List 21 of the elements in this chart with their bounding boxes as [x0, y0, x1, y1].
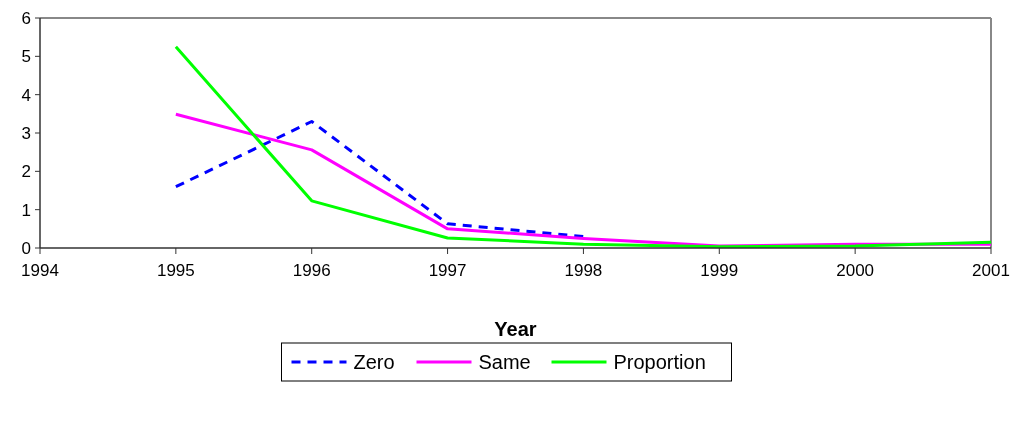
x-tick-label: 1998: [564, 261, 603, 280]
legend-label: Proportion: [613, 351, 706, 373]
x-tick-label: 1997: [428, 261, 467, 280]
line-series: [174, 45, 993, 249]
legend-label: Same: [478, 351, 531, 373]
x-tick-label: 1996: [292, 261, 331, 280]
x-tick-label: 1995: [156, 261, 195, 280]
x-tick-label: 2001: [972, 261, 1010, 280]
y-tick-label: 3: [21, 123, 31, 143]
x-tick-label: 1999: [700, 261, 739, 280]
y-tick-label: 4: [21, 85, 31, 105]
y-tick-label: 6: [21, 8, 31, 28]
y-tick-label: 5: [21, 47, 31, 67]
y-tick-label: 2: [21, 162, 31, 182]
x-axis-title: Year: [494, 318, 537, 340]
x-tick-label: 2000: [836, 261, 875, 280]
y-tick-label: 0: [21, 238, 31, 258]
legend-label: Zero: [353, 351, 395, 373]
line-series: [174, 120, 585, 238]
y-tick-label: 1: [21, 200, 31, 220]
x-tick-label: 1994: [21, 261, 59, 280]
